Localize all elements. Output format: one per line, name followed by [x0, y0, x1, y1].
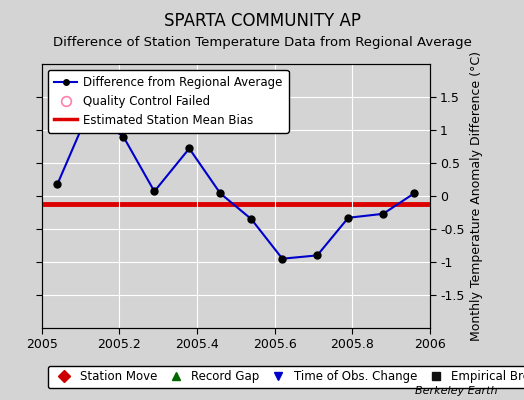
Text: Difference of Station Temperature Data from Regional Average: Difference of Station Temperature Data f…	[52, 36, 472, 49]
Text: SPARTA COMMUNITY AP: SPARTA COMMUNITY AP	[163, 12, 361, 30]
Legend: Station Move, Record Gap, Time of Obs. Change, Empirical Break: Station Move, Record Gap, Time of Obs. C…	[48, 366, 524, 388]
Text: Berkeley Earth: Berkeley Earth	[416, 386, 498, 396]
Y-axis label: Monthly Temperature Anomaly Difference (°C): Monthly Temperature Anomaly Difference (…	[470, 51, 483, 341]
